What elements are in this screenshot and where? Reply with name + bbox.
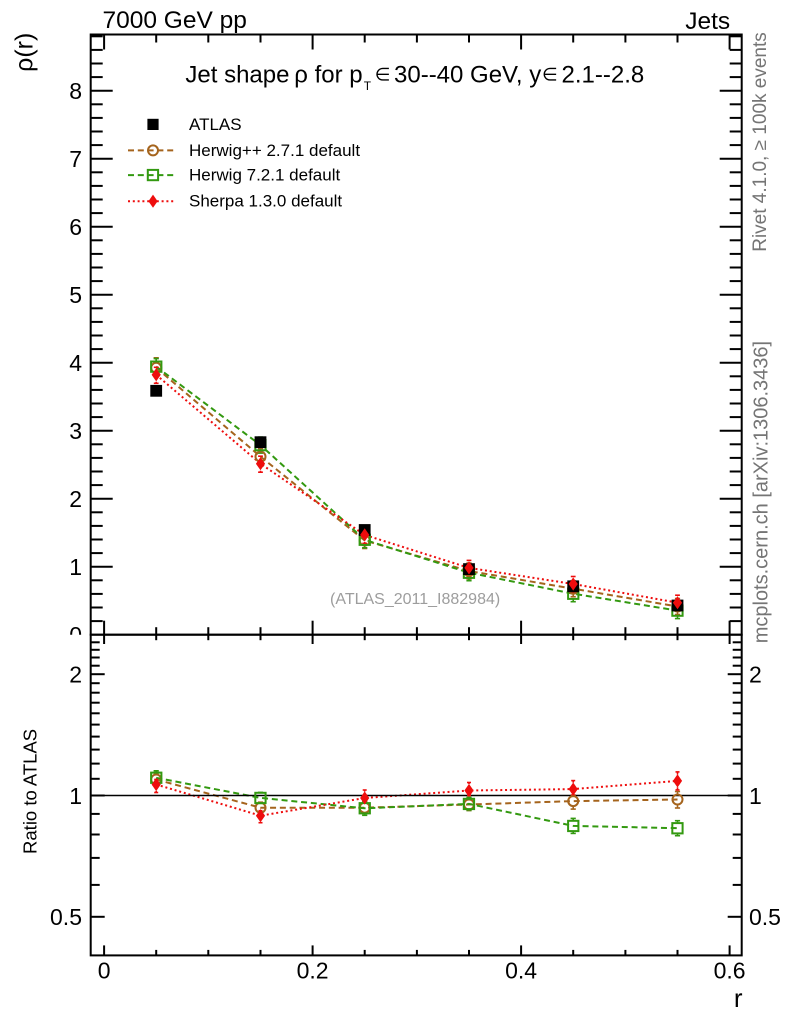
svg-text:Jet shape ρ for pT∈30--40 GeV,: Jet shape ρ for pT∈ 30--40 GeV, y∈ 2.1--2.…: [185, 62, 644, 94]
svg-text:1: 1: [69, 783, 82, 809]
svg-text:r: r: [734, 983, 743, 1013]
svg-text:0: 0: [98, 957, 111, 983]
svg-text:0.2: 0.2: [297, 957, 329, 983]
svg-text:ATLAS: ATLAS: [189, 115, 242, 134]
svg-text:Ratio to ATLAS: Ratio to ATLAS: [20, 729, 41, 854]
svg-text:5: 5: [69, 282, 82, 308]
svg-text:(ATLAS_2011_I882984): (ATLAS_2011_I882984): [330, 591, 500, 608]
svg-text:Sherpa 1.3.0 default: Sherpa 1.3.0 default: [189, 192, 342, 211]
svg-text:1: 1: [69, 554, 82, 580]
svg-text:2: 2: [69, 662, 82, 688]
svg-text:7000 GeV pp: 7000 GeV pp: [103, 7, 247, 34]
svg-text:ρ(r): ρ(r): [11, 33, 39, 72]
svg-text:1: 1: [749, 783, 762, 809]
svg-text:0.6: 0.6: [714, 957, 746, 983]
svg-text:2: 2: [69, 486, 82, 512]
svg-text:7: 7: [69, 146, 82, 172]
svg-text:0: 0: [69, 622, 82, 648]
svg-text:Rivet 4.1.0, ≥ 100k events: Rivet 4.1.0, ≥ 100k events: [750, 32, 771, 252]
svg-text:8: 8: [69, 78, 82, 104]
svg-text:mcplots.cern.ch [arXiv:1306.34: mcplots.cern.ch [arXiv:1306.3436]: [751, 341, 773, 643]
svg-text:3: 3: [69, 418, 82, 444]
svg-text:Herwig 7.2.1 default: Herwig 7.2.1 default: [189, 166, 340, 185]
svg-text:6: 6: [69, 214, 82, 240]
svg-text:2: 2: [749, 662, 762, 688]
svg-text:Jets: Jets: [685, 8, 730, 35]
svg-text:0.4: 0.4: [505, 957, 537, 983]
svg-text:Herwig++ 2.7.1 default: Herwig++ 2.7.1 default: [189, 141, 360, 160]
svg-text:0.5: 0.5: [50, 904, 82, 930]
svg-text:4: 4: [69, 350, 82, 376]
svg-text:0.5: 0.5: [749, 904, 781, 930]
